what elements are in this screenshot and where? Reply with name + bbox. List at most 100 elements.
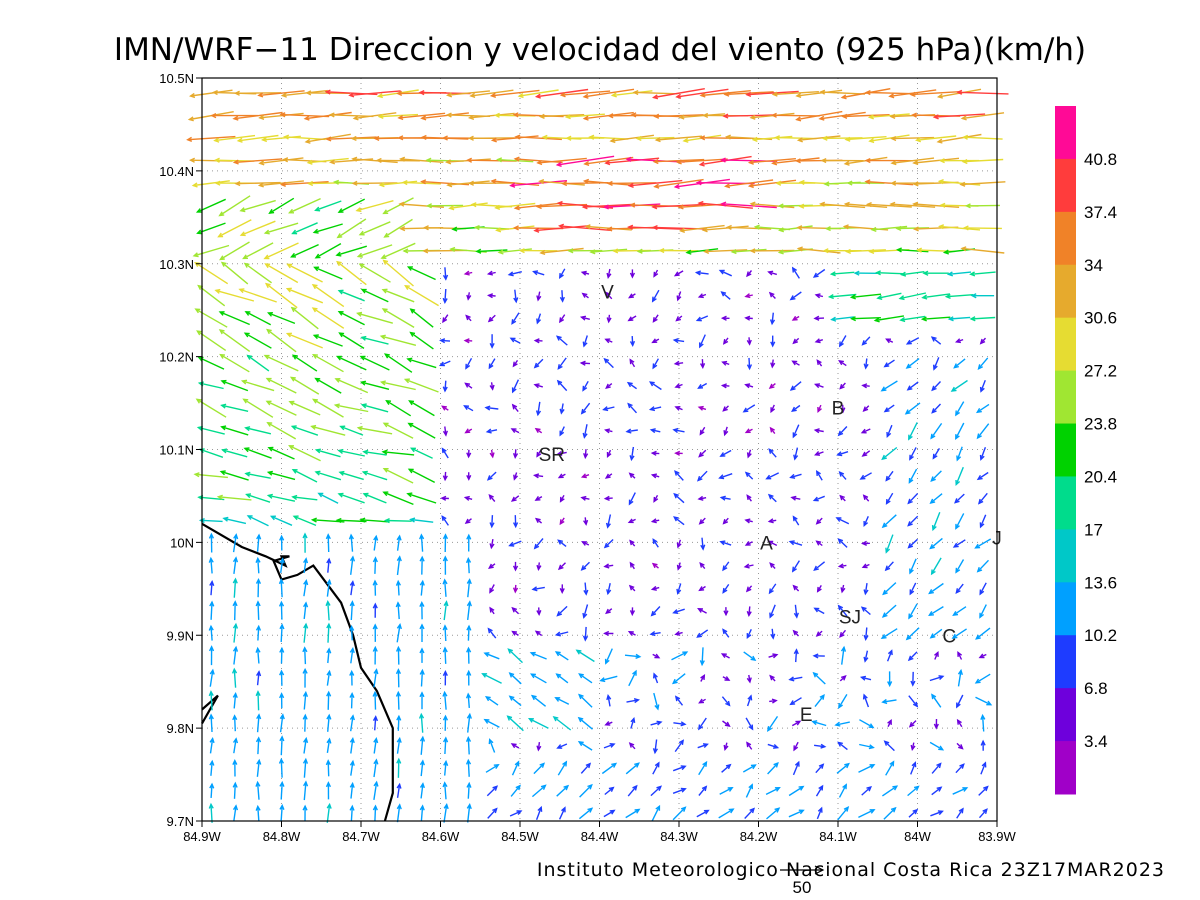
wind-arrow <box>697 200 753 209</box>
wind-arrow <box>931 693 942 708</box>
wind-arrow <box>979 582 987 596</box>
wind-arrow <box>409 331 434 350</box>
wind-arrow <box>628 742 636 750</box>
wind-arrow <box>604 721 613 726</box>
wind-arrow <box>837 563 847 569</box>
wind-arrow <box>382 468 414 484</box>
wind-arrow <box>946 271 972 277</box>
wind-arrow <box>197 284 226 307</box>
wind-arrow <box>628 472 636 479</box>
wind-arrow <box>744 518 753 524</box>
wind-arrow <box>630 716 636 729</box>
wind-arrow <box>265 377 297 394</box>
wind-arrow <box>793 648 799 663</box>
wind-arrow <box>335 355 367 371</box>
wind-arrow <box>244 311 272 326</box>
wind-arrow <box>908 603 918 620</box>
wind-arrow <box>836 762 850 774</box>
wind-arrow <box>533 338 543 344</box>
wind-arrow <box>789 473 802 479</box>
y-tick-label: 9.7N <box>167 814 194 829</box>
wind-arrow <box>419 735 426 755</box>
wind-arrow <box>747 179 797 189</box>
wind-arrow <box>466 624 472 641</box>
wind-arrow <box>905 358 920 369</box>
wind-arrow <box>197 356 225 370</box>
wind-arrow <box>419 782 425 799</box>
y-tick-label: 10.3N <box>159 257 194 272</box>
wind-arrow <box>651 88 705 100</box>
wind-arrow <box>395 601 401 620</box>
wind-arrow <box>976 423 990 440</box>
wind-arrow <box>974 673 991 684</box>
wind-arrow <box>791 266 800 279</box>
wind-arrow <box>974 538 992 549</box>
wind-arrow <box>279 692 285 709</box>
station-label: V <box>601 283 614 304</box>
wind-arrow <box>209 579 215 596</box>
wind-arrow <box>536 291 542 302</box>
wind-arrow <box>442 471 448 482</box>
wind-arrow <box>795 110 843 122</box>
wind-arrow <box>356 244 393 258</box>
wind-arrow <box>467 135 515 141</box>
wind-arrow <box>536 449 542 458</box>
wind-arrow <box>337 310 365 326</box>
wind-arrow <box>463 338 473 344</box>
wind-arrow <box>812 671 826 685</box>
wind-arrow <box>208 532 215 553</box>
wind-arrow <box>577 716 593 730</box>
wind-arrow <box>407 468 436 484</box>
wind-arrow <box>649 428 661 434</box>
map-title: IMN/WRF−11 Direccion y velocidad del vie… <box>114 32 1086 68</box>
wind-arrow <box>865 201 912 208</box>
wind-arrow <box>876 292 902 300</box>
wind-arrow <box>303 780 309 801</box>
wind-arrow <box>673 270 684 277</box>
wind-arrow <box>674 406 683 411</box>
wind-arrow <box>697 405 707 411</box>
wind-arrow <box>557 473 566 479</box>
wind-arrow <box>420 112 469 121</box>
wind-arrow <box>467 112 515 121</box>
wind-arrow <box>232 556 239 574</box>
wind-arrow <box>956 718 963 728</box>
wind-arrow <box>442 426 448 437</box>
wind-arrow <box>606 268 612 279</box>
wind-arrow <box>378 180 418 188</box>
wind-arrow <box>788 676 803 682</box>
wind-arrow <box>208 556 214 574</box>
wind-arrow <box>580 495 590 501</box>
wind-arrow <box>719 787 734 795</box>
wind-arrow <box>256 758 262 777</box>
wind-arrow <box>632 89 678 96</box>
wind-arrow <box>746 357 753 371</box>
wind-arrow <box>349 714 355 732</box>
wind-arrow <box>861 383 870 389</box>
wind-arrow <box>766 807 781 820</box>
wind-arrow <box>231 667 238 688</box>
wind-arrow <box>792 629 800 637</box>
wind-arrow <box>628 492 636 506</box>
wind-arrow <box>816 585 822 593</box>
x-tick-label: 83.9W <box>978 829 1016 844</box>
wind-arrow <box>279 735 285 756</box>
wind-arrow <box>629 561 635 570</box>
colorbar-segment <box>1055 582 1076 636</box>
wind-arrow <box>955 583 964 594</box>
wind-arrow <box>360 288 389 303</box>
wind-arrow <box>191 180 230 188</box>
wind-arrow <box>490 135 539 143</box>
wind-arrow <box>718 473 733 480</box>
wind-arrow <box>698 785 708 796</box>
wind-arrow <box>579 315 590 321</box>
wind-arrow <box>256 533 262 552</box>
wind-arrow <box>795 89 843 98</box>
wind-arrow <box>792 424 800 439</box>
wind-arrow <box>302 713 308 732</box>
wind-arrow <box>625 762 640 775</box>
wind-arrow <box>236 134 279 143</box>
wind-arrow <box>485 428 498 434</box>
wind-arrow <box>627 518 636 524</box>
wind-arrow <box>931 762 942 774</box>
